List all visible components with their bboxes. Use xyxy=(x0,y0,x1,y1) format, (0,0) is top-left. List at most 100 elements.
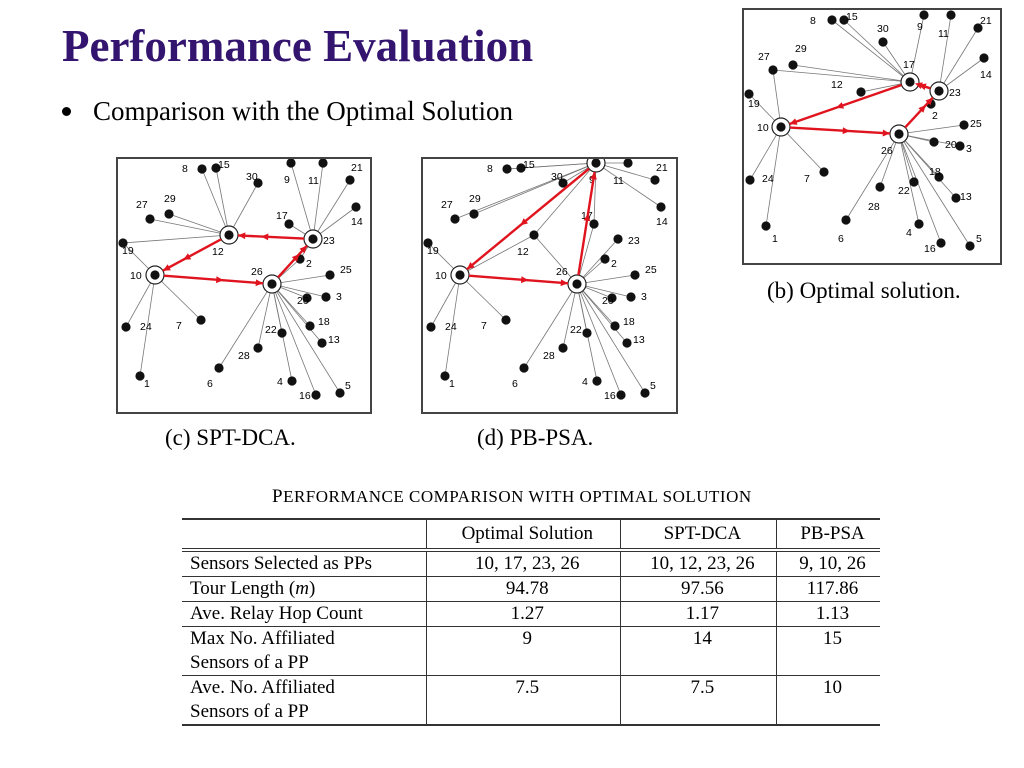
node-label: 9 xyxy=(589,174,595,186)
node-label: 29 xyxy=(164,193,176,205)
node-label: 26 xyxy=(251,266,263,278)
sensor-node xyxy=(582,328,592,338)
sensor-node xyxy=(519,363,529,373)
node-label: 1 xyxy=(449,378,455,390)
node-label: 24 xyxy=(445,321,457,333)
sensor-node xyxy=(284,219,294,229)
row-label: Max No. Affiliated Sensors of a PP xyxy=(182,626,427,676)
sensor-node xyxy=(591,159,601,168)
node-label: 12 xyxy=(831,79,843,91)
sensor-node xyxy=(630,270,640,280)
node-label: 27 xyxy=(441,199,453,211)
node-label: 5 xyxy=(976,233,982,245)
node-label: 19 xyxy=(427,245,439,257)
slide-title: Performance Evaluation xyxy=(62,21,534,71)
sensor-node xyxy=(253,343,263,353)
node-label: 23 xyxy=(323,235,335,247)
cell: 7.5 xyxy=(426,675,621,726)
node-label: 18 xyxy=(318,316,330,328)
sensor-node xyxy=(626,292,636,302)
tour-arrow xyxy=(925,97,933,106)
sensor-node xyxy=(936,238,946,248)
node-label: 6 xyxy=(512,378,518,390)
tour-arrow xyxy=(162,264,171,271)
cell: 9, 10, 26 xyxy=(776,550,880,577)
tree-edge xyxy=(459,274,507,321)
node-label: 9 xyxy=(917,21,923,33)
node-label: 2 xyxy=(306,258,312,270)
sensor-node xyxy=(164,209,174,219)
sensor-node xyxy=(335,388,345,398)
node-label: 27 xyxy=(136,199,148,211)
sensor-node xyxy=(277,328,287,338)
cell: 1.13 xyxy=(776,601,880,627)
table-caption: PERFORMANCE COMPARISON WITH OPTIMAL SOLU… xyxy=(272,486,752,507)
tree-edge xyxy=(154,274,202,321)
cell: 10, 17, 23, 26 xyxy=(426,550,621,577)
sensor-node xyxy=(919,10,929,20)
sensor-node xyxy=(211,163,221,173)
node-label: 6 xyxy=(207,378,213,390)
tree-edge xyxy=(459,234,535,276)
tour-edge xyxy=(237,234,305,240)
node-label: 11 xyxy=(308,175,319,187)
node-label: 2 xyxy=(932,110,938,122)
node-label: 21 xyxy=(656,162,668,174)
node-label: 1 xyxy=(772,233,778,245)
sensor-node xyxy=(317,338,327,348)
node-label: 10 xyxy=(435,270,447,282)
tree-edge xyxy=(765,126,782,227)
sensor-node xyxy=(650,175,660,185)
node-label: 6 xyxy=(838,233,844,245)
node-label: 20 xyxy=(297,295,309,307)
node-label: 13 xyxy=(960,191,972,203)
cell: 7.5 xyxy=(619,675,777,726)
graph-optimal: 1 2 3 4 5 6 7 8 9 10 11 12 13 14 15 16 17 18 19 20 21 22 23 24 2… xyxy=(742,8,1002,265)
node-label: 17 xyxy=(276,210,288,222)
sensor-node xyxy=(516,163,526,173)
tour-arrow xyxy=(215,276,224,284)
node-label: 16 xyxy=(299,390,311,402)
tree-edge xyxy=(843,19,911,83)
node-label: 3 xyxy=(966,143,972,155)
tree-edge xyxy=(290,162,314,240)
sensor-node xyxy=(610,321,620,331)
node-label: 14 xyxy=(980,69,992,81)
node-label: 27 xyxy=(758,51,770,63)
row-label: Ave. No. Affiliated Sensors of a PP xyxy=(182,675,427,726)
table-header-pb-psa: PB-PSA xyxy=(776,518,880,552)
cell: 117.86 xyxy=(776,576,880,602)
sensor-node xyxy=(946,10,956,20)
table-row: Ave. Relay Hop Count 1.27 1.17 1.13 xyxy=(182,601,880,627)
tour-arrow xyxy=(255,279,264,287)
node-label: 15 xyxy=(523,159,535,171)
node-label: 16 xyxy=(604,390,616,402)
tree-edge xyxy=(533,234,578,285)
tree-edge xyxy=(533,162,597,236)
tree-edge xyxy=(576,223,595,285)
sensor-node xyxy=(592,376,602,386)
tree-edge xyxy=(576,238,619,285)
caption-optimal: (b) Optimal solution. xyxy=(767,278,961,303)
tour-arrow xyxy=(183,253,192,260)
tour-arrow xyxy=(590,171,597,180)
tree-edge xyxy=(898,124,965,135)
sensor-node xyxy=(979,53,989,63)
cell: 15 xyxy=(776,626,880,676)
sensor-node xyxy=(613,234,623,244)
tour-arrow xyxy=(299,245,307,254)
node-label: 5 xyxy=(650,380,656,392)
cell: 10, 12, 23, 26 xyxy=(619,550,777,577)
sensor-node xyxy=(744,89,754,99)
sensor-node xyxy=(455,270,465,280)
tour-arrow xyxy=(466,262,475,270)
node-label: 23 xyxy=(949,87,961,99)
sensor-node xyxy=(423,238,433,248)
node-label: 30 xyxy=(877,23,889,35)
node-label: 20 xyxy=(602,295,614,307)
sensor-node xyxy=(965,241,975,251)
node-label: 13 xyxy=(328,334,340,346)
tour-edge xyxy=(468,274,569,285)
tour-arrow xyxy=(882,129,891,137)
sensor-node xyxy=(287,376,297,386)
